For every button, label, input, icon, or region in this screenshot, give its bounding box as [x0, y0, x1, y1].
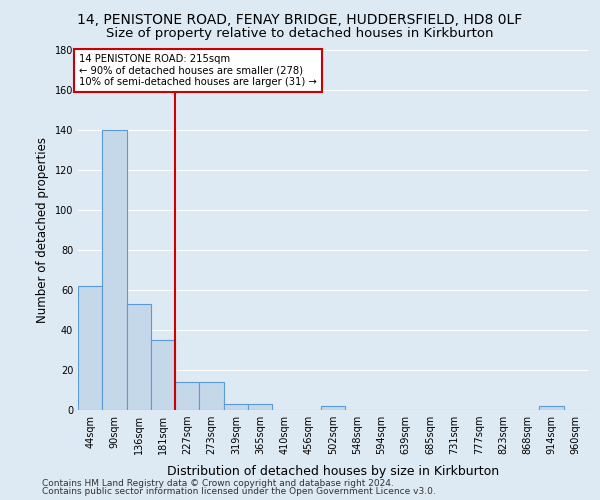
Bar — [248, 404, 272, 410]
Text: 14 PENISTONE ROAD: 215sqm
← 90% of detached houses are smaller (278)
10% of semi: 14 PENISTONE ROAD: 215sqm ← 90% of detac… — [79, 54, 317, 87]
Bar — [78, 286, 102, 410]
Bar — [199, 382, 224, 410]
Bar — [539, 406, 564, 410]
X-axis label: Distribution of detached houses by size in Kirkburton: Distribution of detached houses by size … — [167, 466, 499, 478]
Text: Size of property relative to detached houses in Kirkburton: Size of property relative to detached ho… — [106, 28, 494, 40]
Bar — [127, 304, 151, 410]
Bar — [102, 130, 127, 410]
Bar — [224, 404, 248, 410]
Y-axis label: Number of detached properties: Number of detached properties — [36, 137, 49, 323]
Bar — [321, 406, 345, 410]
Text: Contains public sector information licensed under the Open Government Licence v3: Contains public sector information licen… — [42, 487, 436, 496]
Bar — [151, 340, 175, 410]
Text: Contains HM Land Registry data © Crown copyright and database right 2024.: Contains HM Land Registry data © Crown c… — [42, 478, 394, 488]
Bar — [175, 382, 199, 410]
Text: 14, PENISTONE ROAD, FENAY BRIDGE, HUDDERSFIELD, HD8 0LF: 14, PENISTONE ROAD, FENAY BRIDGE, HUDDER… — [77, 12, 523, 26]
